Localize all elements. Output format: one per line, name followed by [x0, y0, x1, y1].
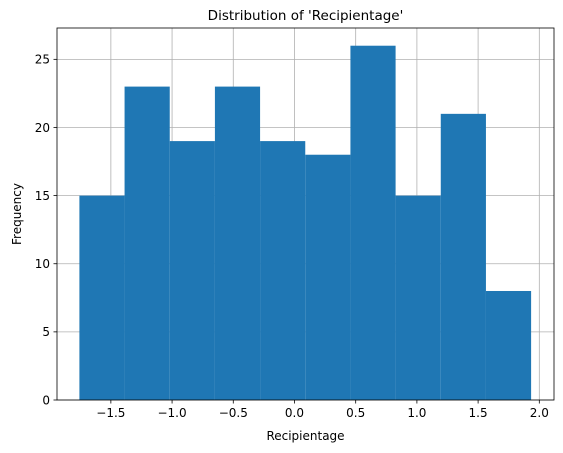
x-tick-label: 1.0 [407, 406, 426, 420]
histogram-bar [440, 113, 486, 400]
histogram-bar [485, 290, 532, 400]
x-tick-label: 0.0 [285, 406, 304, 420]
x-tick-label: 0.5 [346, 406, 365, 420]
y-tick-label: 5 [42, 325, 50, 339]
histogram-bar [214, 86, 261, 400]
x-tick-label: −0.5 [219, 406, 248, 420]
x-axis-ticks: −1.5 −1.0 −0.5 0.0 0.5 1.0 1.5 2.0 [96, 400, 549, 420]
y-axis-ticks: 0 5 10 15 20 25 [35, 53, 57, 407]
bars-layer [79, 45, 532, 400]
histogram-bar [395, 195, 441, 400]
histogram-bar [305, 154, 351, 400]
y-tick-label: 25 [35, 53, 50, 67]
histogram-bar [169, 141, 215, 400]
y-tick-label: 20 [35, 121, 50, 135]
y-tick-label: 15 [35, 189, 50, 203]
histogram-bar [124, 86, 170, 400]
x-axis-label: Recipientage [266, 429, 344, 443]
chart-title: Distribution of 'Recipientage' [208, 8, 404, 24]
x-tick-label: −1.5 [96, 406, 125, 420]
plot-frame [56, 27, 555, 401]
y-tick-label: 10 [35, 257, 50, 271]
histogram-bar [260, 141, 306, 400]
y-tick-label: 0 [42, 393, 50, 407]
x-tick-label: 1.5 [469, 406, 488, 420]
y-axis-label: Frequency [10, 183, 24, 245]
x-tick-label: −1.0 [157, 406, 186, 420]
x-tick-label: 2.0 [530, 406, 549, 420]
histogram-bar [350, 45, 396, 400]
histogram-bar [79, 195, 125, 400]
